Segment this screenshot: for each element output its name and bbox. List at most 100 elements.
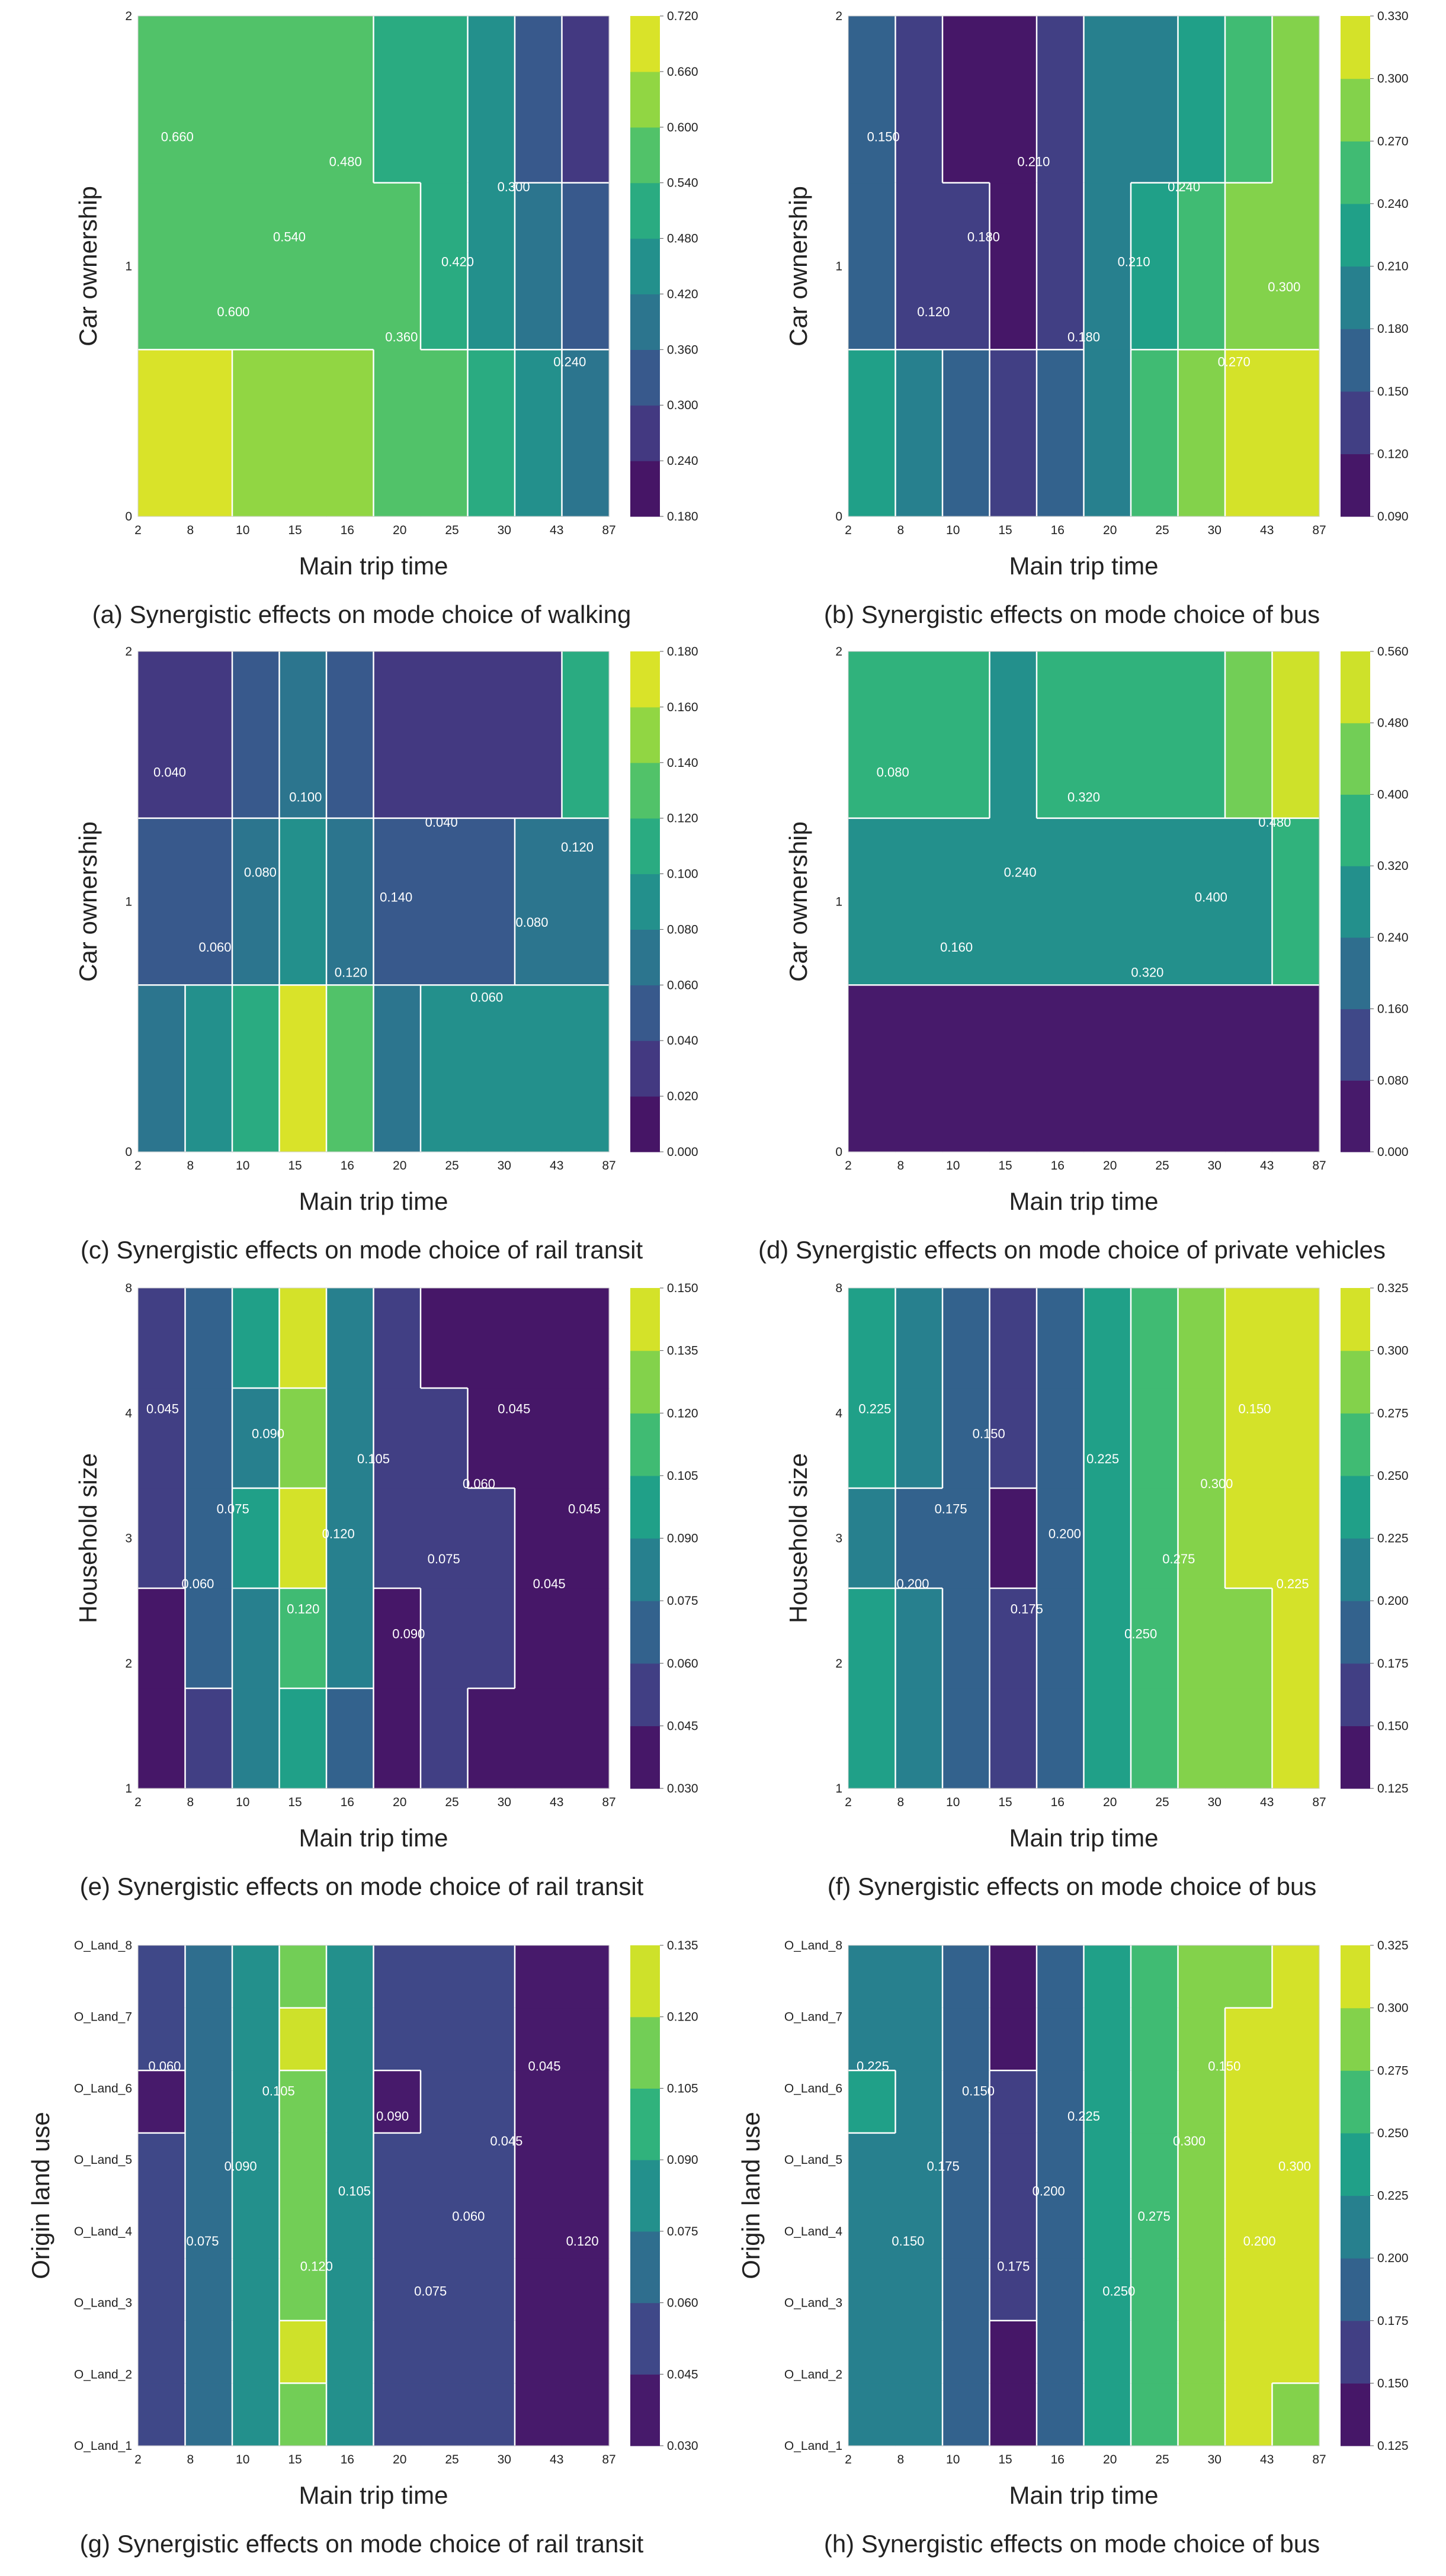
colorbar-tick-label: 0.120 xyxy=(667,1406,698,1420)
x-tick-label: 87 xyxy=(1312,1159,1326,1173)
heatmap-cell xyxy=(989,2195,1037,2259)
contour-label: 0.270 xyxy=(1218,355,1251,370)
heatmap-cell xyxy=(562,1488,610,1589)
colorbar-segment xyxy=(630,294,660,350)
heatmap-cell xyxy=(232,1288,280,1389)
heatmap-cell xyxy=(942,2132,990,2196)
heatmap-cell xyxy=(279,1288,327,1389)
heatmap-cell xyxy=(1037,1688,1085,1789)
heatmap-cell xyxy=(373,2070,421,2134)
y-tick-label: 0 xyxy=(125,510,132,523)
heatmap-cell xyxy=(326,1488,374,1589)
y-tick-label: 8 xyxy=(835,1281,842,1295)
heatmap-cell xyxy=(421,2258,469,2321)
colorbar-tick-label: 0.090 xyxy=(667,2153,698,2167)
contour-label: 0.150 xyxy=(892,2234,924,2249)
heatmap-cell xyxy=(326,1688,374,1789)
heatmap-cell xyxy=(1131,2195,1179,2259)
heatmap-cell xyxy=(1272,818,1320,985)
contour-label: 0.225 xyxy=(858,1401,891,1416)
heatmap-cell xyxy=(421,2195,469,2259)
plot-frame xyxy=(137,15,610,517)
heatmap-cell xyxy=(1272,2383,1320,2446)
heatmap-cell xyxy=(421,818,469,985)
x-tick-label: 30 xyxy=(498,1159,511,1173)
x-tick-label: 10 xyxy=(236,2453,249,2466)
heatmap-cell xyxy=(373,2258,421,2321)
x-axis-title: Main trip time xyxy=(299,1824,448,1852)
heatmap-cell xyxy=(138,2070,186,2134)
colorbar-tick-label: 0.275 xyxy=(1377,1406,1409,1420)
heatmap-cell xyxy=(421,1388,469,1489)
heatmap-cell xyxy=(421,985,469,1152)
x-tick-label: 15 xyxy=(288,2453,302,2466)
heatmap-cell xyxy=(515,1588,563,1689)
heatmap-cell xyxy=(1131,16,1179,184)
heatmap-cell xyxy=(232,1388,280,1489)
x-tick-label: 43 xyxy=(550,1796,563,1809)
heatmap-cell xyxy=(942,985,990,1152)
colorbar-segment xyxy=(630,1288,660,1351)
heatmap-cell xyxy=(1037,349,1085,517)
heatmap-cell xyxy=(232,349,280,517)
x-tick-label: 30 xyxy=(1208,1159,1221,1173)
y-tick-label: O_Land_8 xyxy=(74,1939,132,1952)
x-tick-label: 8 xyxy=(897,1796,904,1809)
heatmap-cell xyxy=(562,1388,610,1489)
heatmap-cell xyxy=(1037,1945,1085,2009)
colorbar-tick-label: 0.240 xyxy=(1377,931,1409,945)
x-tick-label: 25 xyxy=(445,1159,459,1173)
y-tick-label: 0 xyxy=(125,1145,132,1159)
contour-label: 0.400 xyxy=(1195,890,1227,905)
heatmap-cell xyxy=(467,349,515,517)
x-tick-label: 87 xyxy=(602,2453,615,2466)
contour-label: 0.150 xyxy=(962,2084,995,2099)
heatmap-cell xyxy=(895,1388,943,1489)
heatmap-cell xyxy=(848,1488,896,1589)
contour-label: 0.120 xyxy=(300,2259,333,2273)
contour-label: 0.150 xyxy=(1238,1401,1271,1416)
y-tick-label: O_Land_5 xyxy=(784,2153,842,2167)
heatmap-cell xyxy=(467,1688,515,1789)
heatmap-cell xyxy=(989,985,1037,1152)
heatmap-cell xyxy=(1083,2320,1131,2384)
heatmap-cell xyxy=(1083,2132,1131,2196)
contour-label: 0.080 xyxy=(515,915,548,930)
colorbar-segment xyxy=(1341,866,1370,938)
y-tick-label: O_Land_7 xyxy=(784,2010,842,2024)
heatmap-cell xyxy=(421,1488,469,1589)
heatmap-cell xyxy=(848,2383,896,2446)
colorbar-segment xyxy=(630,818,660,875)
heatmap-cell xyxy=(185,2258,233,2321)
x-tick-label: 16 xyxy=(341,523,354,537)
heatmap-cell xyxy=(1225,651,1273,819)
colorbar-tick-label: 0.250 xyxy=(1377,1469,1409,1483)
heatmap-cell xyxy=(515,182,563,350)
heatmap-cell xyxy=(1272,1588,1320,1689)
heatmap-cell xyxy=(467,2195,515,2259)
heatmap-cell xyxy=(989,182,1037,350)
colorbar-segment xyxy=(630,1096,660,1152)
heatmap-cell xyxy=(373,2008,421,2071)
heatmap-cell xyxy=(1272,2132,1320,2196)
contour-label: 0.600 xyxy=(217,304,249,319)
x-tick-label: 20 xyxy=(393,1796,406,1809)
heatmap-cell xyxy=(232,985,280,1152)
heatmap-cell xyxy=(279,2070,327,2134)
x-tick-label: 30 xyxy=(498,523,511,537)
x-axis-title: Main trip time xyxy=(299,552,448,580)
heatmap-cell xyxy=(279,1688,327,1789)
heatmap-cell xyxy=(1083,1688,1131,1789)
x-tick-label: 30 xyxy=(498,1796,511,1809)
heatmap-cell xyxy=(279,651,327,819)
heatmap-cell xyxy=(232,2258,280,2321)
heatmap-cell xyxy=(373,1588,421,1689)
heatmap-cell xyxy=(1225,16,1273,184)
plot-frame xyxy=(137,1945,610,2446)
chart-panel-e: 0.045 0.060 0.075 0.090 0.120 0.120 0.105 0.090… xyxy=(74,1281,698,1900)
heatmap-cell xyxy=(1083,1588,1131,1689)
heatmap-cell xyxy=(942,818,990,985)
contour-label: 0.060 xyxy=(198,940,231,955)
heatmap-cell xyxy=(467,1945,515,2009)
